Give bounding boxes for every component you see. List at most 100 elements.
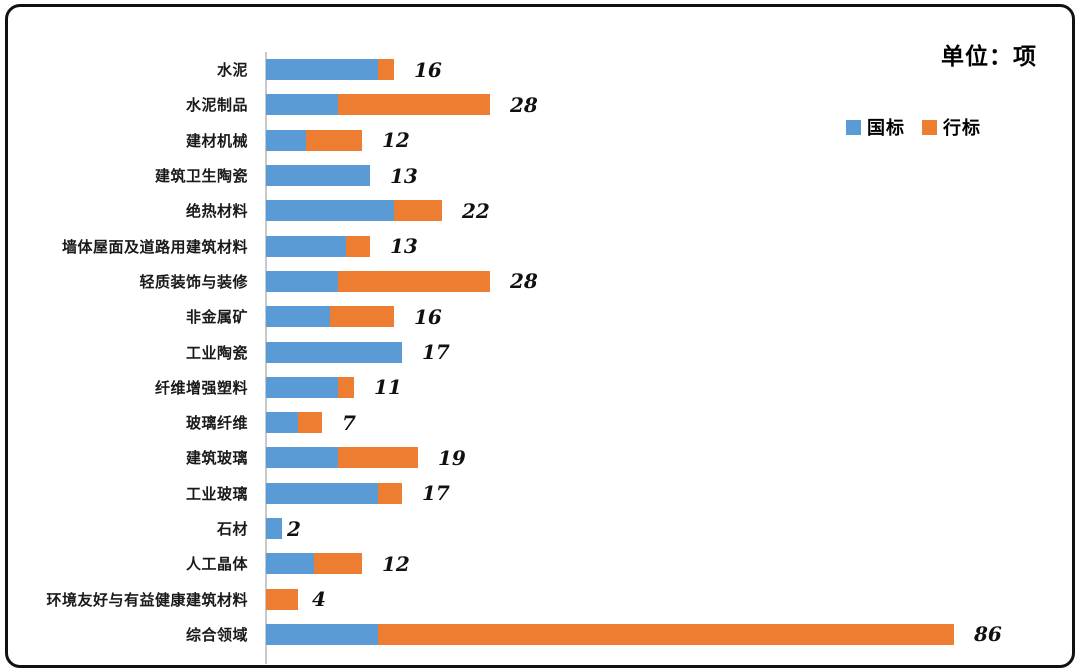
chart-row: 非金属矿 16 — [8, 299, 1078, 334]
total-value-label: 17 — [422, 481, 450, 506]
bar-segment-guobiao — [266, 129, 306, 151]
bar-segment-hangbiao — [306, 129, 362, 151]
total-value-label: 28 — [510, 269, 538, 294]
category-label: 绝热材料 — [185, 203, 248, 221]
bar-segment-guobiao — [266, 412, 298, 434]
bar-segment-hangbiao — [394, 200, 442, 222]
bar-area: 16 — [266, 299, 442, 334]
chart-row: 建材机械 12 — [8, 123, 1078, 158]
total-value-label: 12 — [382, 128, 410, 153]
bar-segment-hangbiao — [378, 482, 402, 504]
total-value-label: 86 — [974, 622, 1002, 647]
total-value-label: 22 — [462, 198, 490, 223]
bar-area: 17 — [266, 334, 450, 369]
total-value-label: 16 — [414, 304, 442, 329]
category-label: 建筑玻璃 — [185, 450, 248, 468]
chart-row: 纤维增强塑料 11 — [8, 370, 1078, 405]
category-label: 工业陶瓷 — [185, 344, 248, 362]
bar-segment-guobiao — [266, 200, 394, 222]
bar-segment-hangbiao — [266, 588, 298, 610]
chart-row: 轻质装饰与装修 28 — [8, 264, 1078, 299]
total-value-label: 28 — [510, 92, 538, 117]
chart-row: 墙体屋面及道路用建筑材料 13 — [8, 228, 1078, 263]
chart-row: 工业陶瓷 17 — [8, 334, 1078, 369]
total-value-label: 4 — [312, 587, 326, 612]
total-value-label: 13 — [390, 234, 418, 259]
bar-segment-hangbiao — [314, 553, 362, 575]
total-value-label: 16 — [414, 57, 442, 82]
bar-area: 12 — [266, 123, 410, 158]
chart-row: 石材 2 — [8, 511, 1078, 546]
bar-segment-hangbiao — [330, 306, 394, 328]
bar-segment-guobiao — [266, 518, 282, 539]
total-value-label: 17 — [422, 340, 450, 365]
guobiao-color-swatch-icon — [846, 119, 861, 135]
chart-row: 环境友好与有益健康建筑材料 4 — [8, 581, 1078, 616]
chart-row: 建筑玻璃 19 — [8, 440, 1078, 475]
bar-area: 28 — [266, 87, 538, 122]
bar-segment-hangbiao — [378, 623, 954, 645]
chart-row: 绝热材料 22 — [8, 193, 1078, 228]
legend-label-hangbiao: 行标 — [943, 118, 981, 138]
bar-segment-hangbiao — [346, 235, 370, 257]
category-label: 综合领域 — [185, 626, 248, 644]
total-value-label: 12 — [382, 551, 410, 576]
legend-item-guobiao: 国标 — [846, 114, 905, 140]
chart-row: 水泥 16 — [8, 52, 1078, 87]
bar-segment-hangbiao — [298, 412, 322, 434]
bar-segment-guobiao — [266, 623, 378, 645]
category-label: 建筑卫生陶瓷 — [154, 168, 248, 186]
bar-segment-guobiao — [266, 59, 378, 81]
bar-segment-guobiao — [266, 165, 370, 187]
bar-area: 12 — [266, 546, 410, 581]
category-label: 建材机械 — [185, 132, 248, 150]
bar-area: 7 — [266, 405, 356, 440]
bar-area: 13 — [266, 228, 418, 263]
chart-row: 建筑卫生陶瓷 13 — [8, 158, 1078, 193]
bar-area: 16 — [266, 52, 442, 87]
total-value-label: 19 — [438, 445, 466, 470]
category-label: 墙体屋面及道路用建筑材料 — [61, 238, 248, 256]
bar-area: 2 — [266, 511, 301, 546]
legend-label-guobiao: 国标 — [867, 118, 905, 138]
bar-area: 17 — [266, 476, 450, 511]
bar-segment-hangbiao — [378, 59, 394, 81]
hangbiao-color-swatch-icon — [922, 119, 937, 135]
bar-segment-guobiao — [266, 341, 402, 363]
bar-area: 28 — [266, 264, 538, 299]
chart-border-frame: 单位：项 国标 行标 水泥 16 水泥制品 28 建材机械 12 建筑卫生陶瓷 13 绝热材料 2… — [5, 4, 1075, 668]
bar-segment-hangbiao — [338, 270, 490, 292]
chart-row: 玻璃纤维 7 — [8, 405, 1078, 440]
category-label: 工业玻璃 — [185, 485, 248, 503]
legend: 国标 行标 — [846, 114, 981, 140]
total-value-label: 11 — [374, 375, 402, 400]
category-label: 纤维增强塑料 — [154, 379, 248, 397]
bar-area: 4 — [266, 581, 326, 616]
category-label: 非金属矿 — [185, 309, 248, 327]
unit-label: 单位：项 — [941, 43, 1037, 69]
bar-segment-guobiao — [266, 235, 346, 257]
bar-area: 11 — [266, 370, 402, 405]
bar-rows-container: 水泥 16 水泥制品 28 建材机械 12 建筑卫生陶瓷 13 绝热材料 22 墙体屋面及道路用建筑… — [8, 52, 1078, 652]
chart-row: 水泥制品 28 — [8, 87, 1078, 122]
chart-row: 综合领域 86 — [8, 617, 1078, 652]
bar-segment-hangbiao — [338, 376, 354, 398]
category-label: 水泥 — [216, 62, 248, 80]
bar-segment-guobiao — [266, 94, 338, 116]
total-value-label: 13 — [390, 163, 418, 188]
bar-area: 13 — [266, 158, 418, 193]
category-label: 人工晶体 — [185, 556, 248, 574]
legend-item-hangbiao: 行标 — [922, 114, 981, 140]
total-value-label: 2 — [287, 516, 301, 541]
bar-segment-guobiao — [266, 376, 338, 398]
bar-segment-guobiao — [266, 553, 314, 575]
category-label: 石材 — [216, 521, 248, 538]
bar-segment-guobiao — [266, 270, 338, 292]
bar-segment-guobiao — [266, 482, 378, 504]
category-label: 环境友好与有益健康建筑材料 — [46, 591, 248, 609]
bar-segment-guobiao — [266, 447, 338, 469]
bar-area: 22 — [266, 193, 490, 228]
bar-segment-hangbiao — [338, 447, 418, 469]
category-label: 轻质装饰与装修 — [139, 273, 248, 291]
